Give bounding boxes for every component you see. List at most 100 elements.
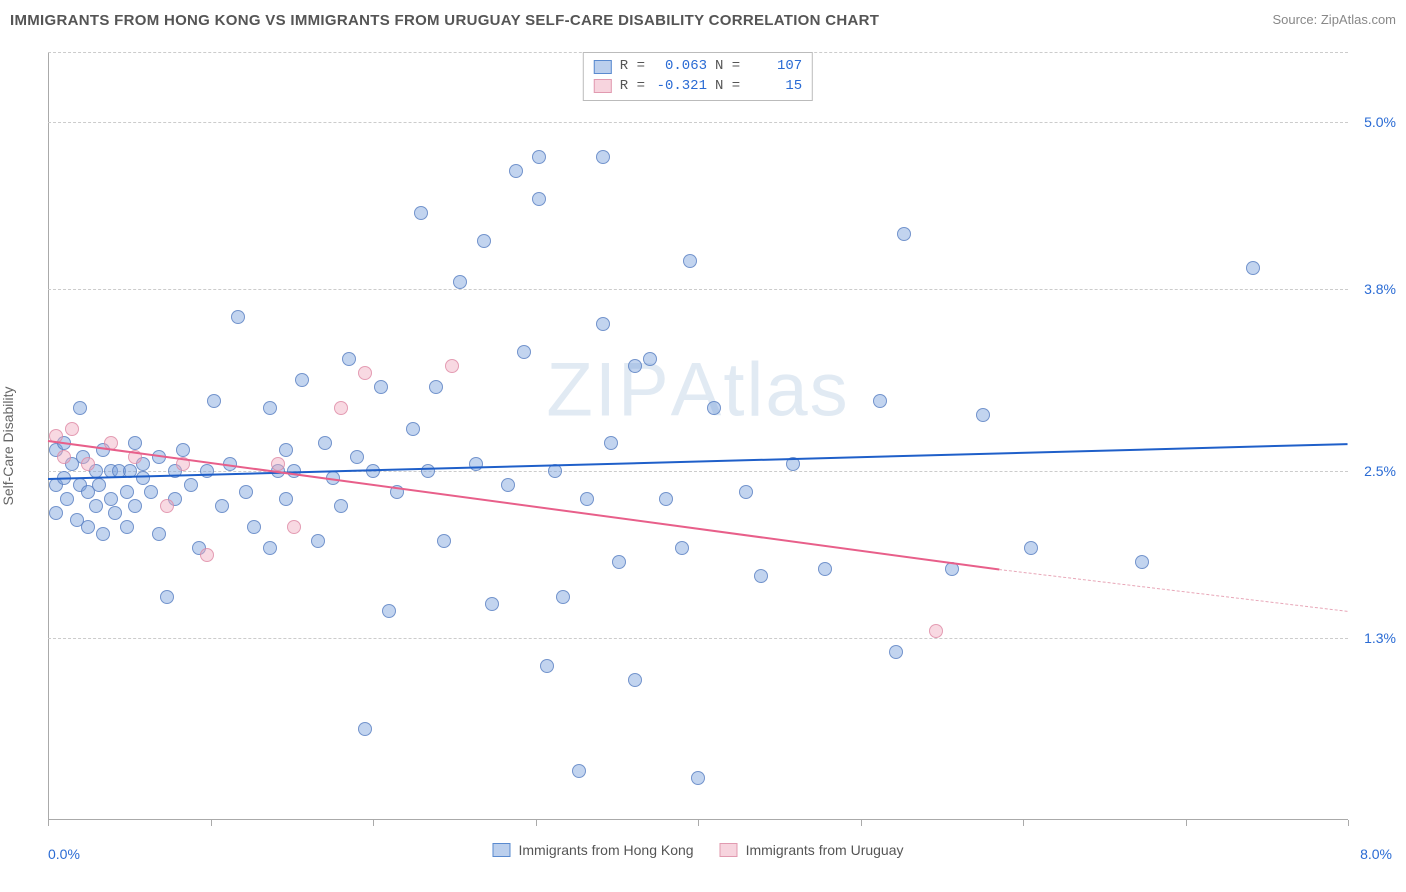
data-point: [334, 499, 348, 513]
gridline: [48, 638, 1348, 639]
data-point: [532, 192, 546, 206]
data-point: [152, 527, 166, 541]
x-axis-max-label: 8.0%: [1360, 846, 1392, 862]
data-point: [263, 541, 277, 555]
swatch-icon: [594, 79, 612, 93]
gridline: [48, 122, 1348, 123]
data-point: [160, 590, 174, 604]
data-point: [342, 352, 356, 366]
data-point: [540, 659, 554, 673]
swatch-icon: [492, 843, 510, 857]
data-point: [311, 534, 325, 548]
data-point: [873, 394, 887, 408]
data-point: [382, 604, 396, 618]
x-tick: [1348, 820, 1349, 826]
data-point: [334, 401, 348, 415]
stats-row-uruguay: R = -0.321 N = 15: [594, 77, 802, 97]
data-point: [215, 499, 229, 513]
data-point: [1135, 555, 1149, 569]
swatch-icon: [594, 60, 612, 74]
x-axis-min-label: 0.0%: [48, 846, 80, 862]
x-tick: [48, 820, 49, 826]
data-point: [532, 150, 546, 164]
data-point: [279, 492, 293, 506]
data-point: [976, 408, 990, 422]
legend-item-uruguay: Immigrants from Uruguay: [720, 842, 904, 858]
data-point: [691, 771, 705, 785]
data-point: [739, 485, 753, 499]
data-point: [596, 317, 610, 331]
data-point: [60, 492, 74, 506]
series-legend: Immigrants from Hong Kong Immigrants fro…: [492, 842, 903, 858]
x-tick: [536, 820, 537, 826]
source-label: Source: ZipAtlas.com: [1272, 12, 1396, 27]
data-point: [406, 422, 420, 436]
data-point: [92, 478, 106, 492]
x-tick: [1023, 820, 1024, 826]
x-tick: [373, 820, 374, 826]
data-point: [108, 506, 122, 520]
data-point: [429, 380, 443, 394]
data-point: [287, 520, 301, 534]
data-point: [73, 401, 87, 415]
data-point: [176, 443, 190, 457]
data-point: [572, 764, 586, 778]
chart-title: IMMIGRANTS FROM HONG KONG VS IMMIGRANTS …: [10, 12, 879, 29]
data-point: [136, 471, 150, 485]
data-point: [81, 457, 95, 471]
data-point: [1246, 261, 1260, 275]
data-point: [1024, 541, 1038, 555]
data-point: [437, 534, 451, 548]
data-point: [580, 492, 594, 506]
data-point: [754, 569, 768, 583]
stats-legend: R = 0.063 N = 107 R = -0.321 N = 15: [583, 52, 813, 101]
scatter-chart: ZIPAtlas 1.3%2.5%3.8%5.0% R = 0.063 N = …: [48, 52, 1348, 820]
data-point: [604, 436, 618, 450]
data-point: [89, 499, 103, 513]
stats-row-hongkong: R = 0.063 N = 107: [594, 57, 802, 77]
data-point: [501, 478, 515, 492]
data-point: [889, 645, 903, 659]
data-point: [128, 436, 142, 450]
data-point: [271, 457, 285, 471]
data-point: [485, 597, 499, 611]
data-point: [453, 275, 467, 289]
data-point: [469, 457, 483, 471]
data-point: [556, 590, 570, 604]
legend-item-hongkong: Immigrants from Hong Kong: [492, 842, 693, 858]
data-point: [350, 450, 364, 464]
data-point: [445, 359, 459, 373]
data-point: [120, 520, 134, 534]
data-point: [414, 206, 428, 220]
data-point: [144, 485, 158, 499]
data-point: [517, 345, 531, 359]
data-point: [104, 492, 118, 506]
data-point: [263, 401, 277, 415]
data-point: [200, 548, 214, 562]
data-point: [160, 499, 174, 513]
y-tick-label: 2.5%: [1352, 463, 1396, 479]
y-tick-label: 1.3%: [1352, 630, 1396, 646]
data-point: [239, 485, 253, 499]
data-point: [81, 520, 95, 534]
data-point: [128, 499, 142, 513]
data-point: [659, 492, 673, 506]
data-point: [49, 506, 63, 520]
x-tick: [861, 820, 862, 826]
data-point: [120, 485, 134, 499]
data-point: [96, 527, 110, 541]
data-point: [184, 478, 198, 492]
data-point: [279, 443, 293, 457]
data-point: [207, 394, 221, 408]
x-tick: [698, 820, 699, 826]
data-point: [358, 722, 372, 736]
data-point: [818, 562, 832, 576]
data-point: [509, 164, 523, 178]
x-tick: [211, 820, 212, 826]
data-point: [683, 254, 697, 268]
plot-border: [48, 52, 1348, 820]
y-tick-label: 3.8%: [1352, 281, 1396, 297]
gridline: [48, 289, 1348, 290]
data-point: [295, 373, 309, 387]
data-point: [675, 541, 689, 555]
